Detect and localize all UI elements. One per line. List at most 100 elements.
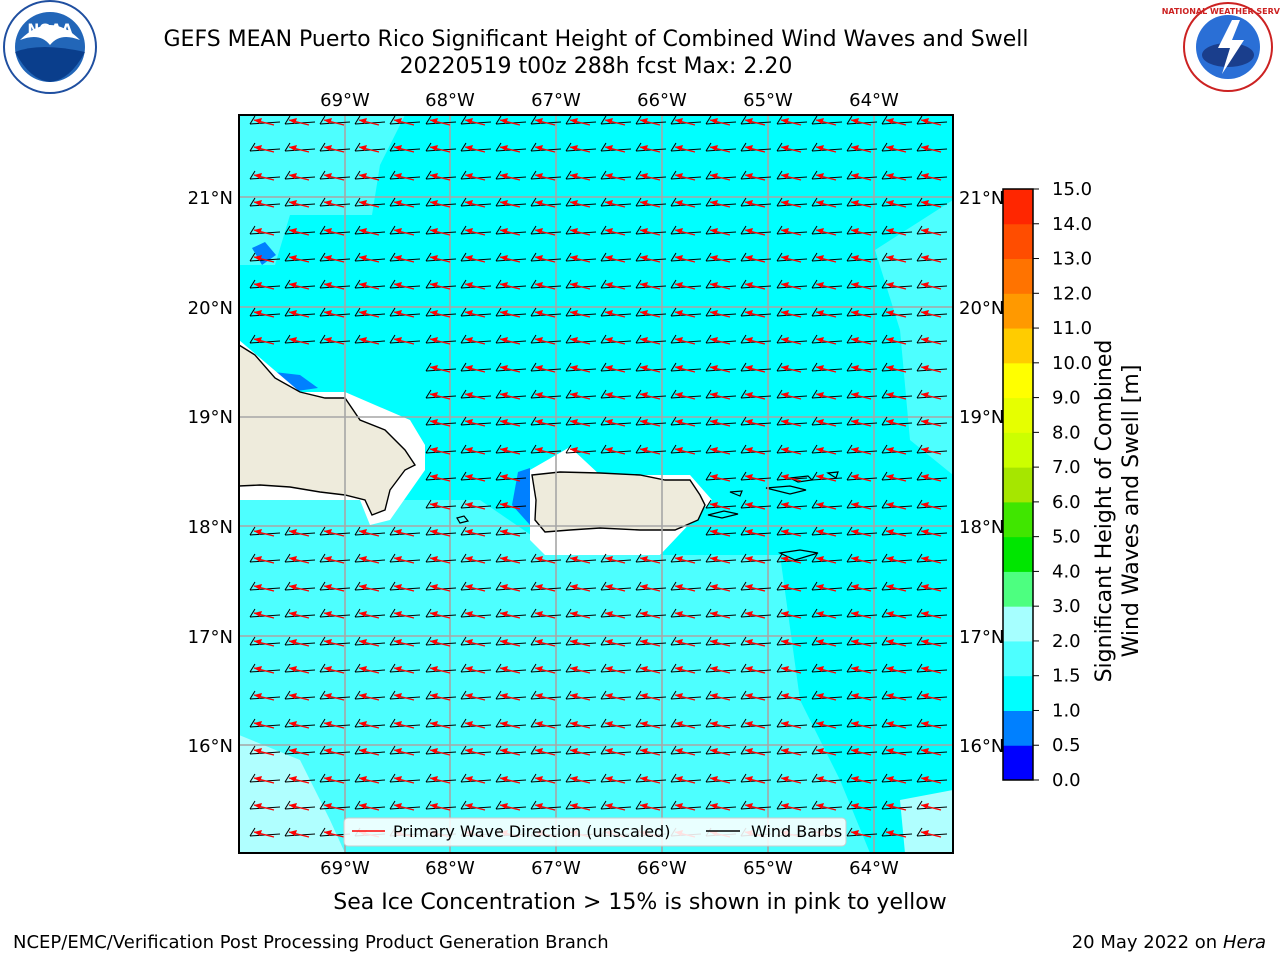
wave-arrow-head — [605, 447, 613, 453]
wave-arrow-head — [851, 145, 859, 151]
wind-barb-flag — [389, 553, 396, 563]
wave-arrow-head — [254, 584, 262, 590]
wave-arrow — [495, 773, 527, 784]
wind-barb-flag — [916, 197, 923, 207]
wave-arrow — [460, 718, 492, 729]
wave-arrow-head — [886, 145, 894, 151]
wave-arrow — [811, 553, 843, 564]
axis-labels: 69°W 68°W 67°W 66°W 65°W 64°W 69°W 68°W … — [188, 90, 1005, 879]
wind-barb-flag — [811, 115, 818, 125]
wave-arrow-head — [886, 529, 894, 535]
wave-arrow-head — [570, 419, 578, 425]
wave-arrow-head — [605, 282, 613, 288]
lat-right-label: 21°N — [959, 188, 1004, 209]
wind-barb-flag — [389, 718, 396, 728]
wind-barb-flag — [460, 608, 467, 618]
wave-arrow — [846, 663, 878, 674]
wind-barb-flag — [495, 444, 502, 454]
wave-arrow-head — [640, 639, 648, 645]
wave-arrow-head — [921, 830, 929, 836]
wind-barb-flag — [460, 553, 467, 563]
wave-arrow — [530, 773, 562, 784]
wind-barb-flag — [600, 252, 607, 262]
wave-arrow-head — [886, 118, 894, 124]
wind-barb-flag — [846, 745, 853, 755]
wave-arrow-head — [430, 310, 438, 316]
wave-arrow-head — [816, 145, 824, 151]
wave-arrow — [670, 581, 702, 592]
wave-arrow-head — [324, 584, 332, 590]
wave-arrow — [776, 334, 808, 345]
wave-arrow — [881, 526, 913, 537]
wave-arrow-head — [289, 693, 297, 699]
wave-arrow — [705, 690, 737, 701]
colorbar-segment — [1003, 362, 1033, 399]
wave-arrow-head — [605, 365, 613, 371]
wave-arrow — [705, 800, 737, 811]
wind-barb-flag — [881, 581, 888, 591]
wave-arrow — [635, 115, 667, 126]
wind-barb-flag — [319, 142, 326, 152]
wind-barb-flag — [249, 553, 256, 563]
wave-region-southwest — [239, 735, 345, 853]
wave-arrow-head — [605, 310, 613, 316]
wind-barb-flag — [284, 115, 291, 125]
wind-barb-flag — [635, 636, 642, 646]
wave-arrow — [600, 718, 632, 729]
wind-barb-flag — [635, 170, 642, 180]
wave-arrow — [284, 115, 316, 126]
wind-barb-flag — [740, 690, 747, 700]
wave-arrow-head — [921, 666, 929, 672]
wave-arrow — [670, 553, 702, 564]
wind-barb-flag — [319, 225, 326, 235]
wave-arrow — [565, 553, 597, 564]
wave-arrow — [881, 225, 913, 236]
wind-barb-flag — [425, 225, 432, 235]
wave-arrow — [460, 197, 492, 208]
wind-barb-flag — [460, 526, 467, 536]
wind-barb-flag — [425, 690, 432, 700]
wave-arrow-head — [324, 282, 332, 288]
colorbar-title-line1: Significant Height of Combined — [1092, 339, 1117, 683]
wind-barb-flag — [811, 608, 818, 618]
wave-arrow-head — [430, 365, 438, 371]
wind-barb-flag — [460, 307, 467, 317]
wind-barb-flag — [284, 663, 291, 673]
wave-arrow-head — [465, 337, 473, 343]
wind-barb-flag — [495, 362, 502, 372]
wind-barb-flag — [600, 115, 607, 125]
wave-arrow-head — [394, 529, 402, 535]
wave-arrow — [776, 636, 808, 647]
wave-arrow-head — [465, 228, 473, 234]
wave-arrow-head — [675, 145, 683, 151]
wind-barb-flag — [776, 718, 783, 728]
wind-barb-flag — [776, 690, 783, 700]
wind-barb-flag — [811, 690, 818, 700]
wave-arrow — [319, 800, 351, 811]
wave-arrow-head — [570, 392, 578, 398]
wave-arrow — [670, 800, 702, 811]
wind-barb-flag — [776, 663, 783, 673]
wave-arrow-head — [465, 666, 473, 672]
wind-barb-flag — [389, 745, 396, 755]
footer-date: 20 May 2022 on Hera — [1072, 932, 1266, 953]
wind-barb-flag — [530, 362, 537, 372]
wave-arrow-head — [886, 556, 894, 562]
wave-arrow-head — [465, 447, 473, 453]
wave-arrow — [916, 690, 948, 701]
wave-arrow — [425, 197, 457, 208]
wind-barb-flag — [284, 197, 291, 207]
wind-barb-flag — [635, 307, 642, 317]
wind-barb-flag — [635, 663, 642, 673]
wave-arrow-head — [430, 173, 438, 179]
wind-barb-flag — [284, 827, 291, 837]
wave-arrow-head — [886, 611, 894, 617]
wave-arrow — [249, 279, 281, 290]
wave-arrow — [811, 279, 843, 290]
wave-arrow — [530, 279, 562, 290]
wave-arrow — [600, 225, 632, 236]
wind-barb-flag — [530, 553, 537, 563]
wave-arrow — [284, 142, 316, 153]
wave-arrow — [670, 444, 702, 455]
wave-arrow-head — [535, 584, 543, 590]
